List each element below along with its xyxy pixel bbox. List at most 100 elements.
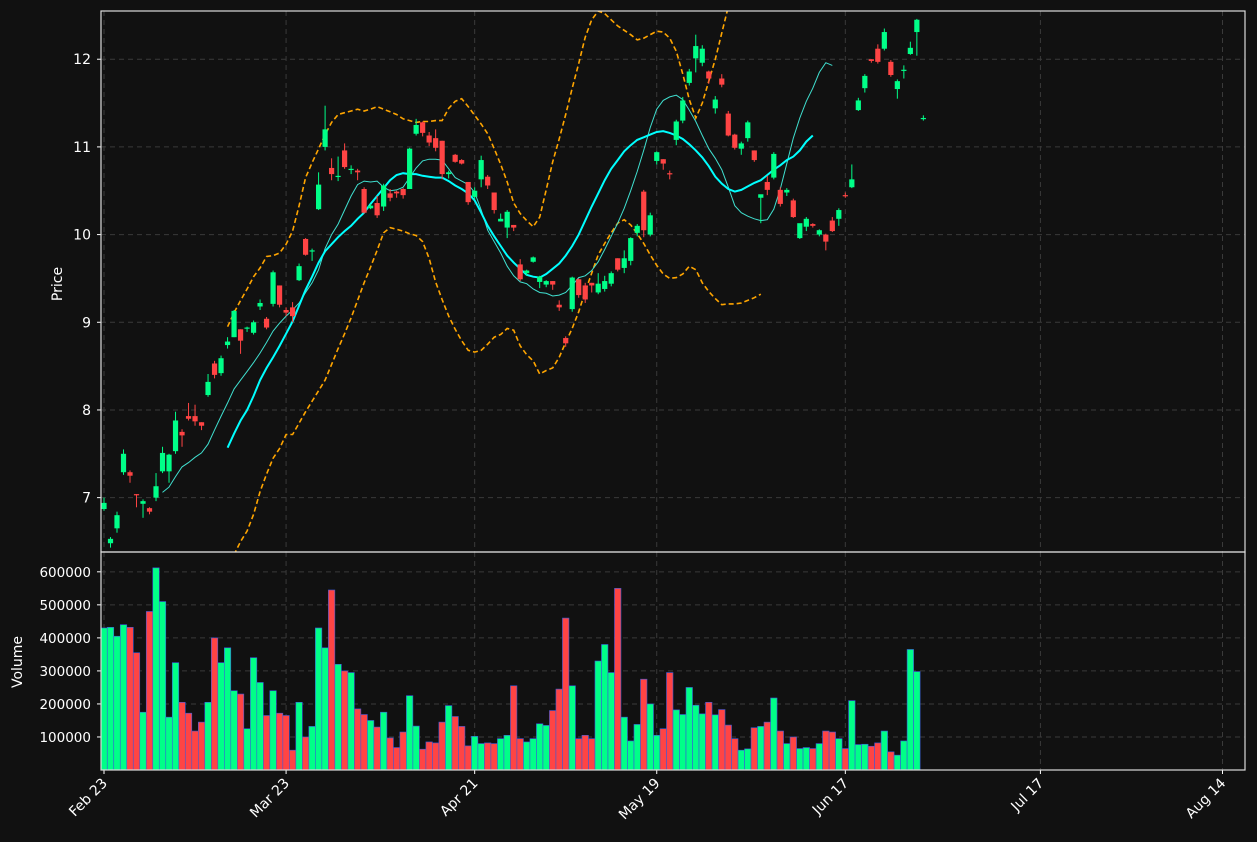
candle-body bbox=[686, 71, 692, 83]
volume-bar bbox=[666, 672, 674, 770]
volume-bar bbox=[549, 710, 557, 770]
price-tick-label: 10 bbox=[73, 228, 91, 244]
volume-bar bbox=[510, 685, 518, 770]
volume-bar bbox=[165, 716, 173, 770]
volume-bar bbox=[594, 660, 602, 770]
candle-body bbox=[146, 508, 153, 512]
volume-bar bbox=[484, 742, 492, 770]
volume-bar bbox=[158, 601, 167, 770]
candle-body bbox=[732, 134, 738, 148]
volume-bar bbox=[184, 712, 193, 770]
volume-bar bbox=[432, 742, 440, 770]
candle-body bbox=[517, 264, 523, 280]
volume-bar bbox=[588, 738, 596, 770]
upper-band-line bbox=[226, 11, 729, 328]
volume-bar bbox=[451, 716, 459, 770]
candle-body bbox=[426, 135, 432, 143]
candle-body bbox=[491, 192, 497, 211]
volume-bar bbox=[887, 751, 895, 770]
volume-bar bbox=[101, 627, 108, 770]
volume-bar bbox=[848, 700, 856, 770]
volume-tick-label: 600000 bbox=[39, 565, 91, 581]
volume-bar bbox=[711, 714, 719, 770]
candle-body bbox=[901, 69, 907, 71]
candle-body bbox=[413, 124, 419, 134]
candle-body bbox=[868, 59, 874, 61]
volume-bar bbox=[653, 735, 661, 770]
volume-bar bbox=[393, 747, 401, 770]
price-tick-label: 9 bbox=[82, 315, 91, 331]
candle-body bbox=[790, 200, 796, 218]
candle-body bbox=[784, 189, 790, 193]
candle-body bbox=[446, 172, 452, 175]
candle-body bbox=[530, 257, 536, 262]
candle-body bbox=[875, 48, 881, 62]
candle-body bbox=[478, 160, 484, 180]
candle-body bbox=[120, 453, 127, 473]
volume-bar bbox=[776, 730, 784, 770]
volume-bar bbox=[529, 738, 537, 770]
volume-bar bbox=[516, 738, 524, 770]
volume-bar bbox=[367, 720, 375, 770]
candle-body bbox=[257, 302, 263, 307]
candle-body bbox=[231, 310, 237, 338]
volume-bar bbox=[575, 738, 583, 770]
volume-bar bbox=[477, 743, 485, 770]
candle-body bbox=[322, 129, 328, 147]
volume-bar bbox=[581, 735, 589, 770]
volume-bar bbox=[204, 701, 212, 770]
price-tick-label: 8 bbox=[82, 403, 91, 419]
volume-bar bbox=[126, 627, 134, 770]
candle-body bbox=[250, 322, 257, 333]
candle-body bbox=[589, 282, 595, 286]
ma-fast-line bbox=[162, 62, 833, 493]
candle-body bbox=[498, 218, 504, 222]
volume-bar bbox=[315, 627, 323, 770]
candle-body bbox=[387, 193, 393, 198]
candle-body bbox=[140, 501, 146, 504]
candle-body bbox=[712, 99, 718, 109]
candle-body bbox=[192, 416, 198, 422]
volume-bar bbox=[893, 754, 901, 770]
volume-bar bbox=[679, 714, 687, 770]
volume-bar bbox=[568, 685, 576, 770]
volume-bar bbox=[328, 589, 336, 770]
volume-bar bbox=[542, 725, 550, 770]
candle-body bbox=[862, 75, 868, 89]
volume-bar bbox=[828, 731, 836, 770]
volume-bar bbox=[171, 662, 180, 770]
candle-body bbox=[810, 224, 816, 226]
volume-bar bbox=[106, 627, 115, 770]
candle-body bbox=[777, 189, 783, 204]
candle-body bbox=[842, 195, 848, 197]
candle-body bbox=[602, 281, 608, 289]
volume-bar bbox=[861, 743, 869, 770]
candle-body bbox=[368, 205, 374, 209]
volume-bar bbox=[269, 690, 277, 770]
candle-body bbox=[888, 61, 894, 76]
candle-body bbox=[472, 190, 478, 197]
volume-bar bbox=[341, 670, 349, 770]
volume-bar bbox=[796, 748, 804, 770]
volume-axis-label: Volume bbox=[10, 636, 26, 688]
candle-body bbox=[101, 502, 107, 510]
bollinger-bands bbox=[226, 11, 762, 552]
volume-bar bbox=[132, 652, 141, 770]
volume-bar bbox=[750, 727, 758, 770]
candle-body bbox=[329, 167, 335, 175]
volume-panel bbox=[101, 567, 921, 770]
volume-bar bbox=[620, 716, 628, 770]
volume-bar bbox=[627, 740, 635, 770]
volume-bar bbox=[536, 723, 544, 770]
candle-body bbox=[400, 188, 406, 196]
candle-body bbox=[335, 175, 341, 178]
volume-bar bbox=[763, 721, 771, 770]
volume-bar bbox=[900, 740, 908, 770]
volume-bar bbox=[380, 711, 388, 770]
candle-body bbox=[836, 210, 842, 219]
volume-tick-label: 100000 bbox=[39, 730, 91, 746]
volume-bar bbox=[445, 705, 453, 770]
candle-body bbox=[693, 46, 699, 59]
candle-body bbox=[107, 538, 114, 544]
